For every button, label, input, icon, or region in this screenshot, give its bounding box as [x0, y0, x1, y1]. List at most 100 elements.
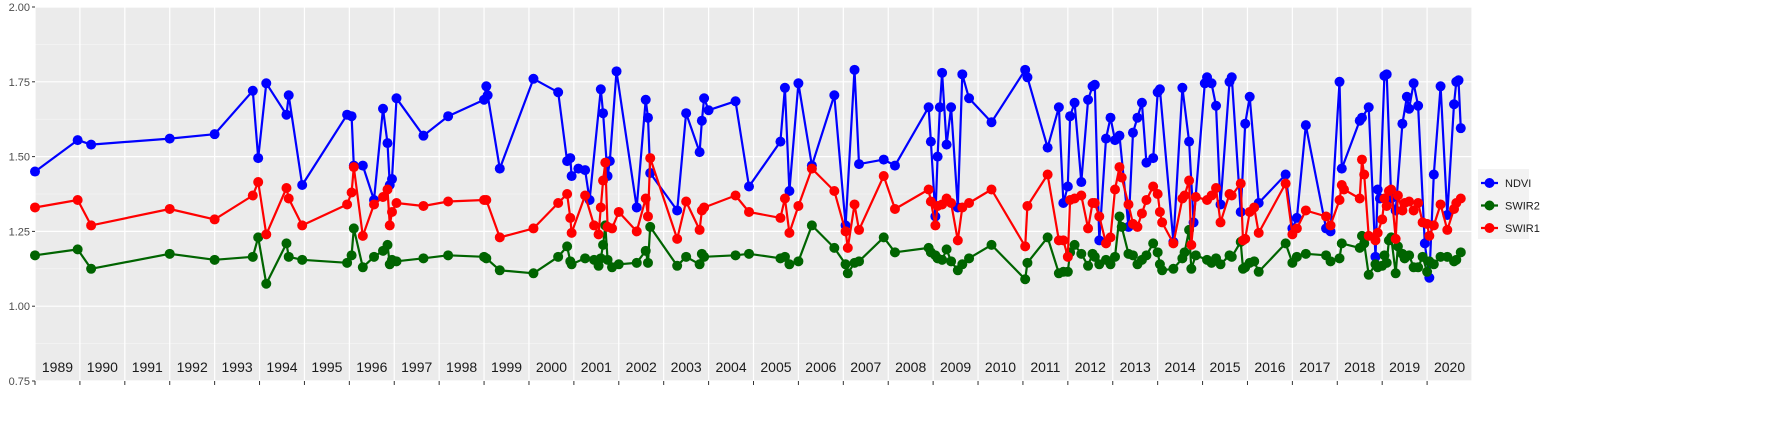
- swir2-point: [1116, 221, 1127, 232]
- legend-point-icon: [1484, 223, 1495, 233]
- year-label: 1989: [42, 359, 73, 375]
- swir1-point: [744, 206, 755, 217]
- swir1-point: [607, 223, 618, 234]
- swir2-point: [1089, 251, 1100, 262]
- swir2-point: [1381, 257, 1392, 268]
- ndvi-point: [1069, 97, 1080, 108]
- gridlines: [34, 6, 1473, 382]
- swir1-point: [528, 223, 539, 234]
- ndvi-point: [443, 111, 454, 122]
- ndvi-point: [86, 139, 97, 150]
- swir1-point: [1022, 200, 1033, 211]
- ndvi-point: [1211, 100, 1222, 111]
- ndvi-point: [631, 202, 642, 213]
- swir1-point: [1105, 232, 1116, 243]
- year-label: 1992: [177, 359, 208, 375]
- swir1-point: [854, 224, 865, 235]
- swir1-point: [1356, 154, 1367, 165]
- swir1-point: [829, 186, 840, 197]
- year-label: 2003: [671, 359, 702, 375]
- swir1-point: [793, 200, 804, 211]
- ndvi-point: [1336, 163, 1347, 174]
- swir1-point: [1334, 194, 1345, 205]
- swir1-point: [1300, 205, 1311, 216]
- swir1-point: [1179, 190, 1190, 201]
- swir1-point: [1392, 190, 1403, 201]
- ndvi-point: [595, 84, 606, 95]
- ndvi-point: [283, 90, 294, 101]
- swir1-point: [378, 191, 389, 202]
- ndvi-point: [699, 93, 710, 104]
- swir2-point: [1249, 256, 1260, 267]
- ndvi-point: [829, 90, 840, 101]
- swir1-point: [1020, 241, 1031, 252]
- ndvi-point: [1408, 78, 1419, 89]
- swir1-point: [1325, 220, 1336, 231]
- swir1-point: [566, 227, 577, 238]
- ndvi-point: [1105, 112, 1116, 123]
- ndvi-point: [30, 166, 40, 177]
- year-label: 2015: [1209, 359, 1240, 375]
- swir2-point: [346, 250, 357, 261]
- swir2-point: [1325, 256, 1336, 267]
- ndvi-point: [1381, 69, 1392, 80]
- swir1-point: [642, 211, 653, 222]
- ndvi-point: [1401, 91, 1412, 102]
- ndvi-point: [1413, 100, 1424, 111]
- swir1-point: [784, 227, 795, 238]
- swir1-point: [342, 199, 353, 210]
- ndvi-point: [387, 174, 398, 185]
- swir2-point: [1422, 266, 1433, 277]
- legend-label: SWIR1: [1505, 223, 1540, 235]
- swir1-point: [842, 242, 853, 253]
- y-axis: 0.75 1.00 1.25 1.50 1.75 2.00: [9, 2, 35, 388]
- ndvi-point: [1022, 72, 1033, 83]
- legend-point-icon: [1484, 200, 1495, 211]
- swir2-point: [481, 253, 492, 264]
- ndvi-point: [744, 181, 755, 192]
- swir2-point: [730, 250, 741, 261]
- ndvi-point: [253, 153, 264, 164]
- year-label: 2014: [1165, 359, 1196, 375]
- swir1-point: [645, 153, 656, 164]
- ndvi-point: [889, 160, 900, 171]
- swir1-point: [1359, 169, 1370, 180]
- swir1-point: [613, 206, 624, 217]
- swir1-point: [849, 199, 860, 210]
- swir1-point: [297, 220, 308, 231]
- swir2-point: [642, 257, 653, 268]
- ndvi-point: [1449, 99, 1460, 110]
- swir1-point: [878, 171, 889, 182]
- swir1-point: [600, 157, 611, 168]
- swir2-point: [793, 256, 804, 267]
- swir2-point: [1127, 250, 1138, 261]
- ndvi-point: [611, 66, 622, 77]
- swir1-point: [840, 226, 851, 237]
- swir2-point: [1404, 250, 1415, 261]
- ndvi-point: [1053, 102, 1064, 113]
- swir2-point: [744, 248, 755, 259]
- swir2-point: [829, 242, 840, 253]
- swir1-point: [1089, 197, 1100, 208]
- ndvi-point: [1455, 123, 1466, 134]
- swir2-point: [672, 260, 683, 271]
- swir2-point: [418, 253, 429, 264]
- year-label: 2007: [850, 359, 881, 375]
- swir2-point: [640, 245, 651, 256]
- year-label: 1990: [87, 359, 118, 375]
- ndvi-point: [391, 93, 402, 104]
- swir2-point: [580, 253, 591, 264]
- swir2-point: [694, 259, 705, 270]
- swir1-point: [1455, 193, 1466, 204]
- ndvi-point: [923, 102, 934, 113]
- swir1-point: [1321, 211, 1332, 222]
- swir2-point: [1105, 259, 1116, 270]
- swir1-point: [562, 189, 573, 199]
- swir2-point: [964, 253, 975, 264]
- ndvi-point: [934, 102, 945, 113]
- ndvi-point: [957, 69, 968, 80]
- swir1-point: [387, 206, 398, 217]
- swir1-point: [1215, 217, 1226, 228]
- year-label: 1999: [491, 359, 522, 375]
- ndvi-point: [1244, 91, 1255, 102]
